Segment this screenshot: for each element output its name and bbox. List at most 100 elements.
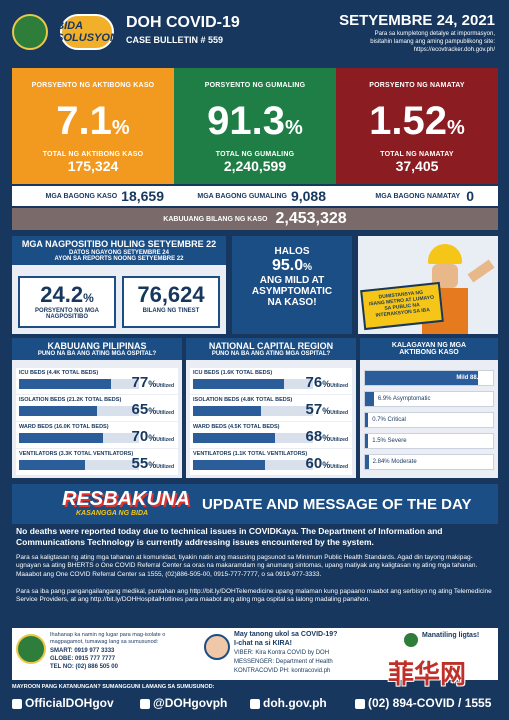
- mild-line-1: HALOS: [274, 246, 310, 257]
- footer-facebook-text: OfficialDOHgov: [25, 696, 114, 710]
- mild-line-2: ANG MILD AT: [259, 275, 325, 286]
- footer-phone[interactable]: (02) 894-COVID / 1555: [355, 696, 491, 710]
- update-banner: RESBAKUNA KASANGGA NG BIDA UPDATE AND ME…: [12, 484, 498, 524]
- active-total: 175,324: [67, 158, 119, 174]
- ph-hospital-row-utilized-text: Utilized: [156, 464, 174, 470]
- watermark: 菲华网: [388, 660, 467, 690]
- distancing-poster: DUMISTANSYA NG ISANG METRO AT LUMAYO SA …: [358, 236, 498, 334]
- ph-hospital-row-pct-sign: %: [148, 406, 157, 416]
- positivity-title: MGA NAGPOSITIBO HULING SETYEMBRE 22: [12, 236, 226, 250]
- ph-hospital-row-bar: [19, 460, 139, 470]
- ncr-hospital-panel: NATIONAL CAPITAL REGION PUNO NA BA ANG A…: [186, 338, 356, 478]
- severity-label: 0.7% Critical: [372, 417, 406, 423]
- new-deaths: MGA BAGONG NAMATAY 0: [336, 186, 498, 206]
- ncr-title: NATIONAL CAPITAL REGION: [186, 338, 356, 351]
- ph-hospital-row-bar-fill: [19, 433, 103, 443]
- contacts-panel: Ihahanap ka namin ng lugar para mag-isol…: [12, 628, 498, 680]
- deaths-pct: 1.52: [369, 99, 448, 143]
- recovered-total: 2,240,599: [223, 158, 287, 174]
- ph-hospital-row-utilized: %Utilized: [148, 379, 174, 389]
- severity-bar-fill: [365, 413, 369, 427]
- contact-tel[interactable]: TEL NO: (02) 886 505 00: [50, 664, 118, 670]
- ph-hospital-row-bar-fill: [19, 379, 112, 389]
- new-deaths-label: MGA BAGONG NAMATAY: [375, 192, 461, 200]
- facebook-icon: [12, 698, 22, 709]
- worker-hand-icon: [467, 259, 495, 283]
- phone-icon: [355, 698, 365, 709]
- deaths-label: PORSYENTO NG NAMATAY: [369, 82, 465, 89]
- ph-subtitle: PUNO NA BA ANG ATING MGA OSPITAL?: [12, 351, 182, 360]
- footer-question: MAYROON PANG KATANUNGAN? SUMANGGUNI LAMA…: [12, 684, 215, 690]
- positivity-rate-label: PORSYENTO NG MGA NAGPOSITIBO: [35, 308, 99, 320]
- ncr-hospital-row-label: ISOLATION BEDS (4.8K TOTAL BEDS): [193, 397, 293, 403]
- ncr-hospital-row-utilized-text: Utilized: [330, 383, 348, 389]
- ph-hospital-row-utilized-text: Utilized: [156, 437, 174, 443]
- ncr-hospital-row-utilized: %Utilized: [322, 460, 348, 470]
- ph-hospital-row-value-number: 77: [131, 374, 149, 391]
- ncr-hospital-row-bar: [193, 433, 313, 443]
- new-cases: MGA BAGONG KASO 18,659: [12, 186, 174, 206]
- severity-label: 2.84% Moderate: [372, 459, 417, 465]
- ph-hospital-row-pct-sign: %: [148, 460, 157, 470]
- ncr-hospital-row-pct-sign: %: [322, 460, 331, 470]
- ncr-hospital-row-value: 60%Utilized: [306, 455, 348, 472]
- ph-hospital-row-value-number: 65: [131, 401, 149, 418]
- ncr-hospital-row-pct-sign: %: [322, 379, 331, 389]
- ph-hospital-row-pct-sign: %: [148, 379, 157, 389]
- new-cases-value: 18,659: [121, 188, 164, 204]
- recovered-total-label: TOTAL NG GUMALING: [215, 151, 295, 158]
- contact-kontracovid[interactable]: KONTRACOVID PH: kontracovid.ph: [234, 668, 331, 674]
- ph-hospital-row-label: ICU BEDS (4.4K TOTAL BEDS): [19, 370, 99, 376]
- deaths-card: PORSYENTO NG NAMATAY 1.52% TOTAL NG NAMA…: [336, 68, 498, 184]
- severity-label: Mild 88.1%: [456, 375, 487, 381]
- update-title: UPDATE AND MESSAGE OF THE DAY: [202, 496, 472, 513]
- globe-icon: [250, 698, 260, 709]
- ph-hospital-row: ISOLATION BEDS (21.2K TOTAL BEDS) 65%Util…: [16, 395, 178, 421]
- new-recovered: MGA BAGONG GUMALING 9,088: [174, 186, 336, 206]
- ph-hospital-row-utilized-text: Utilized: [156, 410, 174, 416]
- positivity-sub-2: AYON SA REPORTS NOONG SETYEMBRE 22: [12, 256, 226, 265]
- footer-phone-text: (02) 894-COVID / 1555: [368, 696, 492, 710]
- footer-website[interactable]: doh.gov.ph: [250, 696, 327, 710]
- ncr-hospital-row-bar-fill: [193, 460, 265, 470]
- footer-twitter-text: @DOHgovph: [153, 696, 228, 710]
- ph-hospital-row-label: ISOLATION BEDS (21.2K TOTAL BEDS): [19, 397, 122, 403]
- footer-facebook[interactable]: OfficialDOHgov: [12, 696, 114, 710]
- update-paragraph-1: Para sa kaligtasan ng ating mga tahanan …: [16, 554, 478, 578]
- ncr-hospital-row-utilized-text: Utilized: [330, 437, 348, 443]
- contacts-mid-sub: I-chat na si KIRA!: [234, 640, 292, 647]
- contact-messenger[interactable]: MESSENGER: Department of Health: [234, 659, 333, 665]
- resbakuna-logo: RESBAKUNA: [62, 488, 190, 510]
- total-cases-label: KABUUANG BILANG NG KASO: [163, 215, 268, 223]
- footer-twitter[interactable]: @DOHgovph: [140, 696, 227, 710]
- new-recovered-value: 9,088: [290, 188, 326, 204]
- severity-panel: KALAGAYAN NG MGA AKTIBONG KASO Mild 88.1…: [360, 338, 498, 478]
- severity-label: 6.9% Asymptomatic: [377, 396, 431, 402]
- ncr-hospital-row-label: ICU BEDS (1.6K TOTAL BEDS): [193, 370, 273, 376]
- ph-title: KABUUANG PILIPINAS: [12, 338, 182, 351]
- ph-hospital-row-utilized: %Utilized: [148, 460, 174, 470]
- severity-bar-fill: [365, 434, 369, 448]
- ncr-hospital-row: VENTILATORS (1.1K TOTAL VENTILATORS) 60%U…: [190, 449, 352, 475]
- severity-label: 1.5% Severe: [372, 438, 407, 444]
- new-recovered-label: MGA BAGONG GUMALING: [197, 192, 287, 200]
- severity-row: Mild 88.1%: [364, 370, 494, 386]
- new-deaths-value: 0: [466, 188, 474, 204]
- severity-bar-fill: [365, 371, 478, 385]
- contact-smart[interactable]: SMART: 0919 977 3333: [50, 648, 115, 654]
- ncr-hospital-row: WARD BEDS (4.5K TOTAL BEDS) 68%Utilized: [190, 422, 352, 448]
- contact-viber[interactable]: VIBER: Kira Kontra COVID by DOH: [234, 650, 330, 656]
- header-url[interactable]: https://ecovtracker.doh.gov.ph/: [413, 47, 495, 53]
- ncr-hospital-row-label: VENTILATORS (1.1K TOTAL VENTILATORS): [193, 451, 308, 457]
- kira-avatar: [204, 634, 230, 660]
- ncr-hospital-row-utilized: %Utilized: [322, 433, 348, 443]
- active-label: PORSYENTO NG AKTIBONG KASO: [31, 82, 155, 89]
- deaths-pct-sign: %: [447, 117, 465, 139]
- contact-globe[interactable]: GLOBE: 0915 777 7777: [50, 656, 116, 662]
- ph-hospital-row-utilized: %Utilized: [148, 406, 174, 416]
- ph-hospital-row-pct-sign: %: [148, 433, 157, 443]
- recovered-pct: 91.3: [207, 99, 286, 143]
- total-cases-bar: KABUUANG BILANG NG KASO 2,453,328: [12, 208, 498, 230]
- recovered-card: PORSYENTO NG GUMALING 91.3% TOTAL NG GUM…: [174, 68, 336, 184]
- positivity-panel: MGA NAGPOSITIBO HULING SETYEMBRE 22 DATO…: [12, 236, 226, 334]
